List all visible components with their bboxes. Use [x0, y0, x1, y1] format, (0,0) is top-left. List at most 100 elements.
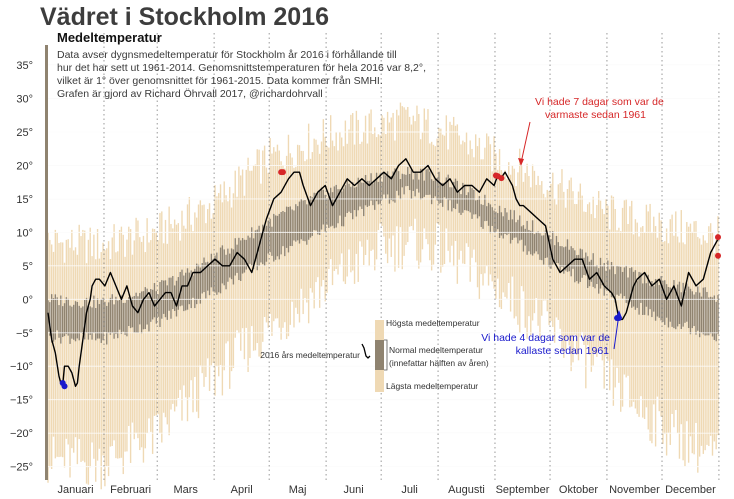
normal-range-bar	[194, 268, 196, 309]
normal-range-bar	[291, 209, 293, 247]
record-range-bar	[456, 124, 459, 284]
y-tick-label: −25°	[10, 462, 33, 474]
normal-range-bar	[197, 264, 200, 300]
normal-range-bar	[368, 180, 370, 206]
record-range-bar	[69, 247, 71, 478]
normal-range-bar	[245, 239, 247, 270]
record-range-bar	[620, 231, 622, 412]
normal-range-bar	[410, 169, 413, 199]
record-range-bar	[629, 206, 631, 408]
normal-range-bar	[553, 245, 556, 263]
normal-range-bar	[390, 175, 392, 201]
normal-range-bar	[118, 299, 121, 330]
normal-range-bar	[500, 212, 503, 236]
left-axis-bar	[45, 45, 48, 480]
normal-range-bar	[597, 268, 600, 294]
normal-range-bar	[471, 188, 473, 219]
record-range-bar	[173, 219, 176, 412]
record-range-bar	[150, 240, 152, 432]
normal-range-bar	[618, 266, 620, 296]
normal-range-bar	[498, 205, 501, 238]
record-range-bar	[706, 242, 708, 445]
record-range-bar	[664, 241, 666, 434]
normal-range-bar	[63, 303, 66, 337]
record-range-bar	[61, 242, 64, 458]
normal-range-bar	[621, 271, 624, 299]
normal-range-bar	[662, 280, 664, 322]
record-range-bar	[638, 236, 640, 417]
record-range-bar	[129, 229, 132, 463]
record-range-bar	[195, 217, 198, 412]
record-range-bar	[102, 242, 104, 456]
record-range-bar	[708, 226, 710, 447]
record-range-bar	[107, 241, 110, 477]
normal-range-bar	[535, 232, 537, 252]
y-tick-label: 10°	[16, 227, 33, 239]
normal-range-bar	[509, 209, 512, 244]
record-range-bar	[355, 110, 358, 254]
normal-range-bar	[412, 179, 414, 191]
normal-range-bar	[339, 189, 341, 216]
record-range-bar	[572, 191, 574, 363]
normal-range-bar	[524, 228, 526, 246]
month-label: September	[496, 484, 550, 496]
record-range-bar	[109, 259, 112, 447]
record-range-bar	[715, 239, 717, 450]
record-range-bar	[104, 250, 106, 487]
normal-range-bar	[295, 204, 297, 242]
record-range-bar	[260, 183, 262, 359]
normal-range-bar	[157, 294, 159, 317]
record-range-bar	[162, 243, 165, 413]
record-range-bar	[131, 254, 134, 423]
normal-range-bar	[271, 226, 273, 256]
legend-2016-line-sample	[361, 343, 371, 359]
record-range-bar	[229, 186, 231, 389]
record-range-bar	[711, 232, 714, 456]
normal-range-bar	[267, 220, 269, 254]
normal-range-bar	[429, 171, 431, 195]
normal-range-bar	[320, 187, 323, 230]
record-range-bar	[486, 133, 488, 266]
normal-range-bar	[269, 218, 271, 253]
page-title: Vädret i Stockholm 2016	[40, 3, 329, 31]
normal-range-bar	[58, 305, 60, 338]
record-range-bar	[117, 251, 119, 459]
normal-range-bar	[54, 294, 57, 340]
record-range-bar	[106, 248, 108, 467]
record-range-bar	[161, 211, 163, 443]
normal-range-bar	[137, 296, 139, 334]
normal-range-bar	[359, 180, 361, 207]
normal-range-bar	[221, 245, 224, 284]
normal-range-bar	[522, 225, 525, 252]
normal-range-bar	[133, 295, 135, 333]
record-range-bar	[168, 206, 170, 436]
cold-annotation-line-1: Vi hade 4 dagar som var de	[481, 332, 610, 344]
normal-range-bar	[441, 183, 444, 207]
normal-range-bar	[337, 189, 339, 224]
normal-range-bar	[601, 266, 604, 286]
normal-range-bar	[568, 249, 571, 272]
normal-range-bar	[487, 202, 490, 226]
record-range-bar	[478, 137, 481, 300]
month-label: Februari	[110, 484, 151, 496]
normal-range-bar	[451, 187, 453, 212]
normal-range-bar	[109, 297, 112, 335]
record-range-bar	[656, 237, 659, 397]
normal-range-bar	[313, 192, 315, 231]
normal-range-bar	[350, 186, 352, 214]
normal-range-bar	[377, 181, 380, 205]
normal-range-bar	[383, 173, 385, 195]
normal-range-bar	[82, 306, 84, 335]
description-line-1: Data avser dygnsmedeltemperatur för Stoc…	[57, 49, 397, 61]
normal-range-bar	[76, 301, 79, 339]
normal-range-bar	[71, 306, 73, 339]
record-range-bar	[151, 228, 154, 454]
warm-annotation-line-1: Vi hade 7 dagar som var de	[535, 96, 664, 108]
record-range-bar	[93, 234, 95, 459]
normal-range-bar	[508, 219, 510, 234]
record-range-bar	[401, 106, 403, 270]
record-range-bar	[651, 233, 653, 444]
normal-range-bar	[625, 265, 627, 303]
normal-range-bar	[476, 199, 479, 219]
normal-range-bar	[697, 286, 699, 331]
